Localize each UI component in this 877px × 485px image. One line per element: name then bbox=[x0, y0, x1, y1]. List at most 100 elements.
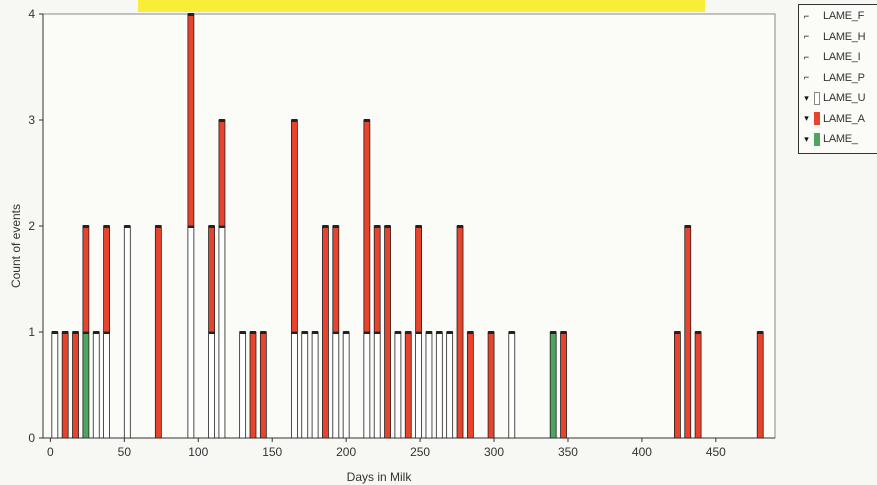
legend-item[interactable]: ▾ LAME_ bbox=[799, 130, 877, 148]
bar-segment bbox=[290, 331, 298, 439]
bar-segment bbox=[311, 331, 319, 439]
bar-segment bbox=[384, 225, 391, 439]
bar-cap bbox=[374, 331, 381, 334]
bar-segment bbox=[363, 331, 371, 439]
bar-segment bbox=[72, 331, 79, 439]
bar-cap bbox=[124, 225, 131, 228]
checkbox-unchecked-icon[interactable]: ⌐ bbox=[803, 10, 810, 21]
checkbox-checked-icon[interactable]: ▾ bbox=[804, 92, 809, 103]
x-tick-label: 150 bbox=[262, 445, 282, 459]
legend-swatch bbox=[814, 91, 820, 105]
bar-cap bbox=[301, 331, 308, 334]
bar-cap bbox=[51, 331, 58, 334]
bar-cap bbox=[684, 225, 691, 228]
title-banner bbox=[138, 0, 705, 12]
bar-segment bbox=[456, 225, 464, 439]
bar-cap bbox=[415, 331, 422, 334]
legend-swatch bbox=[814, 71, 820, 84]
legend-swatch bbox=[814, 51, 820, 64]
bar-cap bbox=[363, 331, 370, 334]
legend-swatch bbox=[814, 112, 820, 125]
bar-cap bbox=[436, 331, 443, 334]
bar-segment bbox=[363, 119, 371, 333]
bar-segment bbox=[373, 331, 381, 439]
bar-segment bbox=[332, 225, 340, 333]
bar-cap bbox=[467, 331, 474, 334]
bar-cap bbox=[560, 331, 567, 334]
x-tick-label: 50 bbox=[118, 445, 132, 459]
x-tick-label: 400 bbox=[632, 445, 652, 459]
bar-segment bbox=[415, 331, 423, 439]
bar-segment bbox=[425, 331, 433, 439]
x-tick-label: 100 bbox=[188, 445, 208, 459]
bar-cap bbox=[218, 119, 225, 122]
bar-segment bbox=[61, 331, 69, 439]
checkbox-unchecked-icon[interactable]: ⌐ bbox=[803, 31, 810, 41]
bar-segment bbox=[684, 225, 692, 439]
x-tick-label: 350 bbox=[558, 445, 578, 459]
bar-segment bbox=[259, 331, 267, 439]
bar-cap bbox=[312, 331, 319, 334]
legend-item[interactable]: ⌐ LAME_I bbox=[799, 48, 877, 66]
bar-segment bbox=[154, 225, 162, 439]
bar-segment bbox=[508, 331, 516, 439]
bar-cap bbox=[103, 331, 110, 334]
y-tick-label: 4 bbox=[28, 7, 35, 21]
bar-cap bbox=[457, 225, 464, 228]
bar-segment bbox=[446, 331, 454, 439]
bar-segment bbox=[404, 331, 412, 439]
bar-cap bbox=[425, 331, 432, 334]
bar-cap bbox=[82, 331, 89, 334]
bar-segment bbox=[51, 331, 59, 439]
legend-item[interactable]: ▾ LAME_U bbox=[799, 89, 877, 107]
bar-segment bbox=[332, 331, 340, 439]
bar-segment bbox=[103, 331, 110, 439]
bar-segment bbox=[435, 331, 443, 439]
legend: ⌐ LAME_F ⌐ LAME_H ⌐ LAME_I ⌐ LAME_P ▾ LAME_U ▾ LAME… bbox=[798, 4, 877, 154]
bar-segment bbox=[560, 331, 567, 439]
bar-cap bbox=[446, 331, 453, 334]
checkbox-unchecked-icon[interactable]: ⌐ bbox=[803, 51, 810, 62]
bar-segment bbox=[187, 13, 195, 227]
legend-swatch bbox=[814, 30, 820, 43]
bar-cap bbox=[187, 13, 194, 16]
bar-cap bbox=[374, 225, 381, 228]
legend-item[interactable]: ⌐ LAME_H bbox=[799, 28, 877, 46]
bar-segment bbox=[301, 331, 309, 439]
bar-cap bbox=[218, 225, 225, 228]
bar-cap bbox=[208, 225, 215, 228]
legend-label: LAME_P bbox=[823, 71, 865, 84]
bar-cap bbox=[62, 331, 69, 334]
checkbox-checked-icon[interactable]: ▾ bbox=[804, 113, 809, 123]
bar-segment bbox=[218, 225, 226, 439]
y-tick-label: 2 bbox=[28, 219, 35, 233]
checkbox-checked-icon[interactable]: ▾ bbox=[804, 133, 809, 144]
legend-swatch bbox=[814, 10, 820, 23]
bar-segment bbox=[187, 225, 195, 439]
bar-segment bbox=[249, 331, 257, 439]
legend-item[interactable]: ⌐ LAME_P bbox=[799, 69, 877, 87]
checkbox-unchecked-icon[interactable]: ⌐ bbox=[803, 72, 810, 82]
bar-cap bbox=[332, 225, 339, 228]
legend-item[interactable]: ⌐ LAME_F bbox=[799, 7, 877, 25]
legend-label: LAME_U bbox=[823, 92, 866, 104]
x-axis-title: Days in Milk bbox=[347, 470, 413, 484]
bar-segment bbox=[487, 331, 495, 439]
bar-segment bbox=[208, 331, 215, 439]
legend-label: LAME_F bbox=[823, 10, 864, 22]
bar-segment bbox=[373, 225, 381, 333]
bar-cap bbox=[93, 331, 100, 334]
bar-cap bbox=[405, 331, 412, 334]
bar-segment bbox=[239, 331, 247, 439]
bar-cap bbox=[695, 331, 702, 334]
x-tick-label: 250 bbox=[410, 445, 430, 459]
bar-cap bbox=[291, 331, 298, 334]
bar-cap bbox=[103, 225, 110, 228]
bar-cap bbox=[82, 225, 89, 228]
legend-item[interactable]: ▾ LAME_A bbox=[799, 110, 877, 128]
bar-cap bbox=[72, 331, 79, 334]
legend-label: LAME_A bbox=[823, 112, 865, 125]
y-axis-title: Count of events bbox=[9, 204, 23, 288]
bar-segment bbox=[82, 225, 90, 333]
